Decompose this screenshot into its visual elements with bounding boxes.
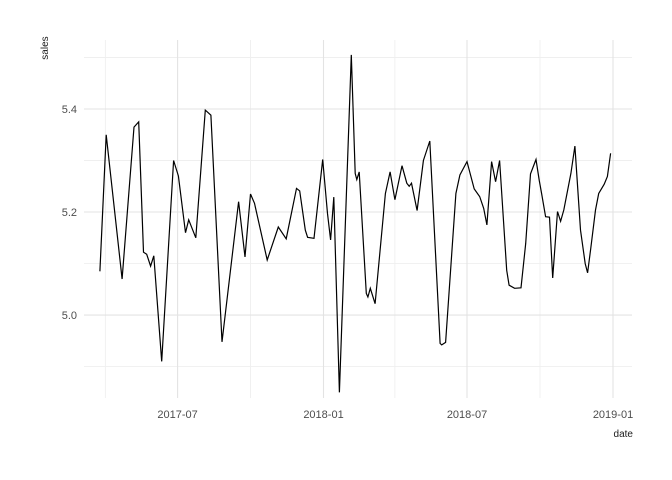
x-tick-label: 2018-01	[303, 409, 343, 421]
y-tick-label: 5.0	[62, 310, 77, 322]
y-tick-label: 5.4	[62, 104, 77, 116]
tick-labels-group: 5.0 5.2 5.4 2017-07 2018-01 2018-07 2019-01	[62, 104, 633, 421]
gridlines-minor	[84, 40, 632, 398]
y-axis-title: sales	[40, 36, 51, 59]
y-tick-label: 5.2	[62, 207, 77, 219]
x-tick-label: 2017-07	[157, 409, 197, 421]
x-axis-title: date	[614, 429, 634, 440]
sales-series-line	[99, 54, 612, 393]
x-tick-label: 2018-07	[447, 409, 487, 421]
gridlines-major	[84, 40, 632, 398]
x-tick-label: 2019-01	[593, 409, 633, 421]
series-group	[99, 54, 612, 393]
